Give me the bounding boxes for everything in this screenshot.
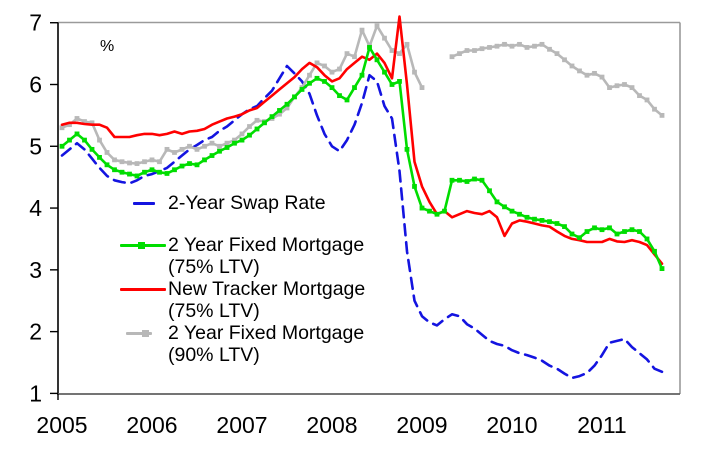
legend-item-swap-rate: 2-Year Swap Rate [116, 192, 416, 214]
legend-label-tracker-line1: New Tracker Mortgage [168, 278, 366, 300]
svg-text:2010: 2010 [486, 412, 537, 438]
svg-text:2009: 2009 [396, 412, 447, 438]
series-2-year-fixed-mortgage-90-ltv- [60, 24, 664, 165]
svg-text:5: 5 [29, 133, 42, 159]
svg-text:4: 4 [29, 195, 42, 221]
svg-text:1: 1 [29, 380, 42, 406]
svg-text:3: 3 [29, 257, 42, 283]
legend-label-swap-rate: 2-Year Swap Rate [168, 192, 326, 214]
svg-text:2005: 2005 [36, 412, 87, 438]
series-new-tracker-mortgage-75-ltv- [60, 15, 664, 265]
legend-label-fixed-90-line1: 2 Year Fixed Mortgage [168, 322, 365, 344]
legend-label-tracker-line2: (75% LTV) [168, 300, 260, 322]
legend-label-fixed-75-line1: 2 Year Fixed Mortgage [168, 234, 365, 256]
svg-text:2008: 2008 [306, 412, 357, 438]
fixed-75-line-icon [116, 234, 168, 256]
swap-rate-dash-icon [116, 192, 168, 214]
legend-item-tracker: New Tracker Mortgage (75% LTV) [116, 278, 416, 322]
legend-label-fixed-75-line2: (75% LTV) [168, 256, 260, 278]
fixed-90-line-icon [116, 322, 168, 344]
svg-text:2: 2 [29, 319, 42, 345]
legend-label-fixed-90-line2: (90% LTV) [168, 344, 260, 366]
legend-item-fixed-90: 2 Year Fixed Mortgage (90% LTV) [116, 322, 416, 366]
svg-text:6: 6 [29, 72, 42, 98]
svg-text:2006: 2006 [126, 412, 177, 438]
svg-text:%: % [100, 38, 114, 55]
svg-text:7: 7 [29, 10, 42, 36]
legend: 2-Year Swap Rate 2 Year Fixed Mortgage (… [116, 192, 416, 366]
svg-text:2011: 2011 [577, 412, 626, 438]
series-2-year-swap-rate [60, 64, 664, 380]
svg-text:2007: 2007 [216, 412, 267, 438]
legend-item-fixed-75: 2 Year Fixed Mortgage (75% LTV) [116, 234, 416, 278]
tracker-line-icon [116, 278, 168, 300]
